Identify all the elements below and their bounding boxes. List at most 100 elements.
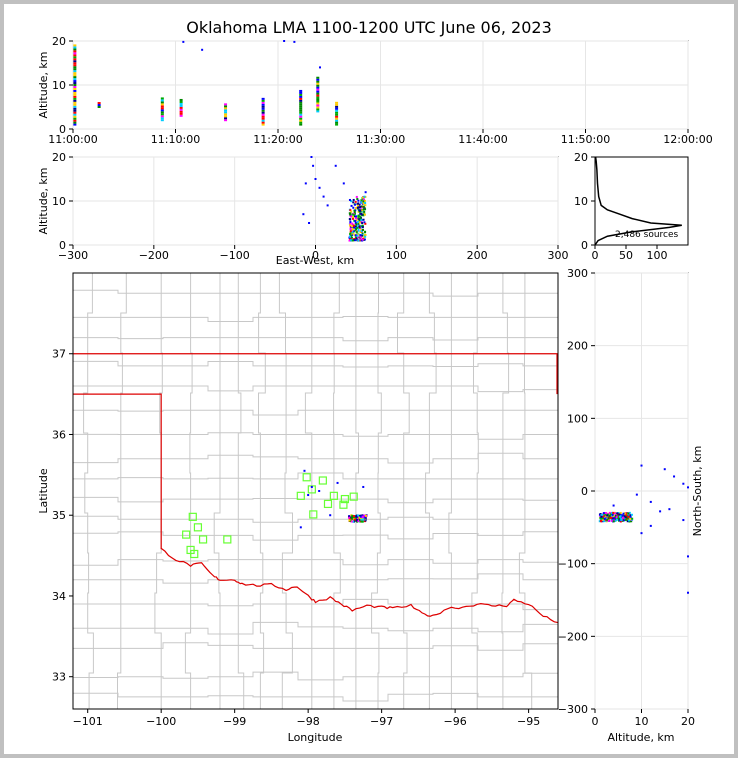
source-point (362, 218, 365, 221)
source-point (604, 512, 607, 515)
source-point (363, 515, 366, 518)
plan-view-map-panel: −101 −100 −99 −98 −97 −96 −95 33 34 35 36 37 Latitu… (37, 272, 559, 744)
source-point (261, 107, 265, 110)
source-point (353, 219, 356, 222)
source-point (682, 519, 685, 522)
source-point (335, 109, 339, 112)
source-point (363, 514, 366, 517)
source-point (304, 182, 307, 185)
source-point (361, 232, 364, 235)
source-point (349, 212, 352, 215)
source-point (160, 115, 164, 118)
source-point (335, 113, 339, 116)
source-point (359, 519, 362, 522)
count-tick-label: 0 (592, 249, 599, 262)
source-point (357, 210, 360, 213)
source-point (352, 215, 355, 218)
source-point (603, 520, 606, 523)
time-tick-label: 11:10:00 (151, 133, 200, 146)
source-point (359, 237, 362, 240)
source-point (360, 219, 363, 222)
source-point (350, 239, 353, 242)
source-point (336, 481, 339, 484)
source-point (359, 516, 362, 519)
source-point (299, 91, 303, 94)
altitude-tick-label: 0 (59, 239, 66, 252)
source-point (357, 239, 360, 242)
source-point (613, 519, 616, 522)
source-point (73, 101, 77, 104)
source-point (352, 515, 355, 518)
source-point (179, 104, 183, 107)
source-point (261, 97, 265, 100)
source-point (358, 516, 361, 519)
source-point (73, 68, 77, 71)
source-point (623, 512, 626, 515)
source-point (360, 212, 363, 215)
source-point (649, 500, 652, 503)
altitude-xlabel: Altitude, km (607, 731, 674, 744)
source-point (359, 208, 362, 211)
source-point (299, 119, 303, 122)
source-point (352, 201, 355, 204)
source-point (608, 511, 611, 514)
source-point (316, 106, 320, 109)
longitude-tick-label: −98 (297, 715, 320, 728)
source-point (357, 224, 360, 227)
lma-station-marker (340, 494, 349, 504)
source-point (357, 199, 360, 202)
source-point (352, 217, 355, 220)
source-point (299, 123, 303, 126)
time-tick-label: 11:50:00 (561, 133, 610, 146)
source-point (73, 44, 77, 47)
source-point (73, 111, 77, 114)
source-point (261, 101, 265, 104)
source-point (299, 111, 303, 114)
source-point (611, 511, 614, 514)
source-point (359, 234, 362, 237)
source-point (616, 518, 619, 521)
source-point (364, 222, 367, 225)
source-point (261, 115, 265, 118)
source-point (316, 90, 320, 93)
source-point (364, 202, 367, 205)
north-south-ylabel: North-South, km (691, 446, 704, 537)
source-point (606, 519, 609, 522)
source-point (349, 231, 352, 234)
source-point (356, 517, 359, 520)
histogram-frame (594, 156, 689, 246)
source-point (609, 513, 612, 516)
source-point (355, 514, 358, 517)
source-point (310, 485, 313, 488)
source-point (357, 233, 360, 236)
longitude-xlabel: Longitude (288, 731, 343, 744)
source-point (352, 198, 355, 201)
latitude-tick-label: 33 (52, 671, 66, 684)
source-point (354, 217, 357, 220)
latitude-tick-label: 35 (52, 509, 66, 522)
county-border (397, 273, 410, 709)
source-point (293, 40, 296, 43)
source-point (358, 219, 361, 222)
source-point (362, 214, 365, 217)
source-point (73, 62, 77, 65)
source-point (283, 40, 286, 42)
altitude-time-panel: 11:00:00 11:10:00 11:20:00 11:30:00 11:40:00… (37, 35, 713, 146)
source-point (616, 516, 619, 519)
source-point (354, 229, 357, 232)
source-point (73, 91, 77, 94)
altitude-histogram-panel: 0 50 100 0 10 20 2,486 sources (574, 151, 689, 262)
source-point (160, 105, 164, 108)
source-point (73, 46, 77, 49)
source-point (356, 204, 359, 207)
source-point (363, 238, 366, 241)
source-point (357, 228, 360, 231)
source-point (363, 208, 366, 211)
source-point (73, 56, 77, 59)
source-point (604, 513, 607, 516)
source-point (182, 40, 185, 43)
source-point (179, 106, 183, 109)
source-point (73, 113, 77, 116)
county-border (73, 642, 558, 651)
source-point (615, 516, 618, 519)
